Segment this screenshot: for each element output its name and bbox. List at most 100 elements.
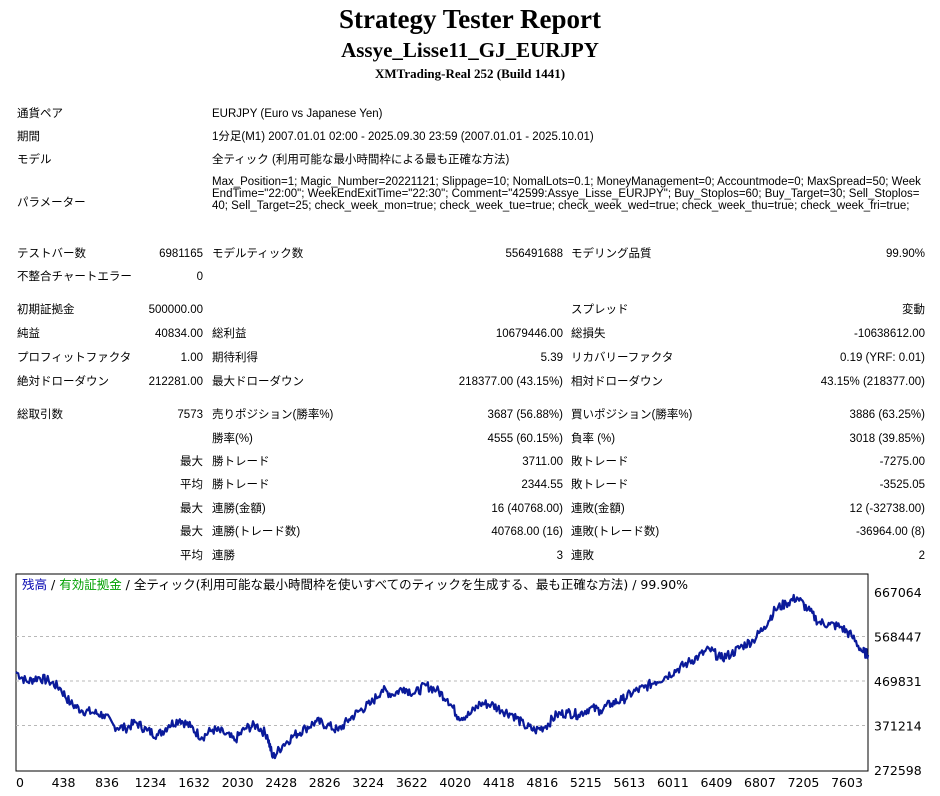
pair-label: 通貨ペア — [17, 108, 63, 120]
x-tick-label: 2826 — [309, 775, 341, 790]
pair-value: EURJPY (Euro vs Japanese Yen) — [212, 108, 383, 120]
avg-cons-loss-value: 2 — [918, 550, 925, 562]
x-tick-label: 1234 — [135, 775, 167, 790]
server-build: XMTrading-Real 252 (Build 1441) — [374, 66, 566, 81]
max-cons-win-value: 16 (40768.00) — [491, 503, 563, 515]
avg-word: 平均 — [180, 550, 203, 562]
chart-grid — [16, 636, 868, 726]
short-positions-value: 3687 (56.88%) — [487, 409, 563, 421]
x-tick-label: 0 — [16, 775, 24, 790]
largest-loss-label: 敗トレード — [571, 456, 629, 468]
avg-loss-value: -3525.05 — [879, 479, 925, 491]
avg-win-value: 2344.55 — [521, 479, 563, 491]
rel-drawdown-value: 43.15% (218377.00) — [820, 376, 925, 388]
x-tick-label: 6807 — [744, 775, 776, 790]
loss-rate-label: 負率 (%) — [571, 433, 616, 445]
recovery-factor-label: リカバリーファクタ — [571, 352, 674, 364]
x-tick-label: 836 — [95, 775, 119, 790]
bars-value: 6981165 — [159, 248, 203, 260]
abs-drawdown-value: 212281.00 — [148, 376, 203, 388]
ticks-label: モデルティック数 — [212, 248, 304, 260]
quality-value: 99.90% — [885, 248, 925, 260]
chart-legend: 残高 / 有効証拠金 / 全ティック(利用可能な最小時間枠を使いすべてのティック… — [22, 577, 688, 592]
y-tick-label: 371214 — [874, 719, 922, 734]
x-tick-label: 7205 — [788, 775, 820, 790]
mismatch-value: 0 — [196, 271, 203, 283]
balance-line — [15, 593, 870, 760]
avg-word: 平均 — [180, 479, 203, 491]
legend-sep: / — [47, 577, 59, 592]
largest-loss-value: -7275.00 — [879, 456, 925, 468]
balance-chart-svg: 667064 568447 469831 371214 272598 0 438 836 12… — [15, 573, 922, 790]
net-profit-value: 40834.00 — [155, 328, 203, 340]
expected-payoff-label: 期待利得 — [212, 352, 258, 364]
rel-drawdown-label: 相対ドローダウン — [571, 376, 663, 388]
x-tick-label: 4816 — [526, 775, 558, 790]
total-trades-value: 7573 — [177, 409, 203, 421]
y-axis-ticks: 667064 568447 469831 371214 272598 — [874, 585, 922, 778]
gross-profit-label: 総利益 — [212, 328, 247, 340]
y-tick-label: 568447 — [874, 630, 922, 645]
balance-chart: 667064 568447 469831 371214 272598 0 438 836 12… — [0, 570, 940, 791]
x-tick-label: 2030 — [222, 775, 254, 790]
x-tick-label: 7603 — [831, 775, 863, 790]
avg-win-label: 勝トレード — [212, 479, 270, 491]
quality-label: モデリング品質 — [571, 248, 652, 260]
x-tick-label: 3622 — [396, 775, 428, 790]
report-title: Strategy Tester Report — [339, 4, 601, 34]
recovery-factor-value: 0.19 (YRF: 0.01) — [839, 352, 925, 364]
expected-payoff-value: 5.39 — [540, 352, 563, 364]
model-label: モデル — [17, 154, 52, 166]
legend-balance: 残高 — [22, 577, 47, 592]
max-word: 最大 — [180, 456, 203, 468]
model-value: 全ティック (利用可能な最小時間枠による最も正確な方法) — [212, 154, 510, 166]
x-tick-label: 5613 — [613, 775, 645, 790]
max-drawdown-value: 218377.00 (43.15%) — [458, 376, 563, 388]
period-label: 期間 — [17, 131, 40, 143]
max-cons-profit-label: 連勝(トレード数) — [212, 526, 301, 538]
x-tick-label: 6409 — [701, 775, 733, 790]
x-tick-label: 6011 — [657, 775, 689, 790]
short-positions-label: 売りポジション(勝率%) — [212, 409, 334, 421]
x-tick-label: 1632 — [178, 775, 210, 790]
params-label: パラメーター — [17, 197, 86, 209]
gross-profit-value: 10679446.00 — [495, 328, 563, 340]
total-trades-label: 総取引数 — [17, 409, 63, 421]
x-tick-label: 438 — [52, 775, 76, 790]
params-value: Max_Position=1; Magic_Number=20221121; S… — [212, 176, 921, 212]
expert-name: Assye_Lisse11_GJ_EURJPY — [341, 38, 599, 62]
largest-win-value: 3711.00 — [522, 456, 563, 468]
largest-win-label: 勝トレード — [212, 456, 270, 468]
max-drawdown-label: 最大ドローダウン — [212, 376, 304, 388]
y-tick-label: 667064 — [874, 585, 922, 600]
gross-loss-label: 総損失 — [571, 328, 606, 340]
max-cons-win-label: 連勝(金額) — [212, 503, 266, 515]
y-tick-label: 272598 — [874, 763, 922, 778]
max-cons-profit-value: 40768.00 (16) — [491, 526, 563, 538]
avg-loss-label: 敗トレード — [571, 479, 629, 491]
ticks-value: 556491688 — [505, 248, 563, 260]
avg-cons-win-label: 連勝 — [212, 550, 235, 562]
net-profit-label: 純益 — [17, 328, 40, 340]
x-tick-label: 4020 — [439, 775, 471, 790]
max-cons-lossamt-value: -36964.00 (8) — [855, 526, 925, 538]
long-positions-value: 3886 (63.25%) — [849, 409, 925, 421]
long-positions-label: 買いポジション(勝率%) — [571, 409, 693, 421]
avg-cons-win-value: 3 — [556, 550, 563, 562]
win-rate-label: 勝率(%) — [212, 433, 253, 445]
y-tick-label: 469831 — [874, 674, 922, 689]
x-tick-label: 3224 — [352, 775, 384, 790]
avg-cons-loss-label: 連敗 — [571, 550, 594, 562]
legend-equity: 有効証拠金 — [59, 577, 122, 592]
chart-frame — [15, 573, 869, 772]
x-tick-label: 2428 — [265, 775, 297, 790]
abs-drawdown-label: 絶対ドローダウン — [17, 376, 109, 388]
max-cons-loss-value: 12 (-32738.00) — [849, 503, 925, 515]
mismatch-label: 不整合チャートエラー — [17, 271, 132, 283]
period-value: 1分足(M1) 2007.01.01 02:00 - 2025.09.30 23… — [212, 131, 594, 143]
max-word: 最大 — [180, 503, 203, 515]
deposit-label: 初期証拠金 — [17, 304, 75, 316]
win-rate-value: 4555 (60.15%) — [487, 433, 563, 445]
x-tick-label: 5215 — [570, 775, 602, 790]
deposit-value: 500000.00 — [148, 304, 203, 316]
